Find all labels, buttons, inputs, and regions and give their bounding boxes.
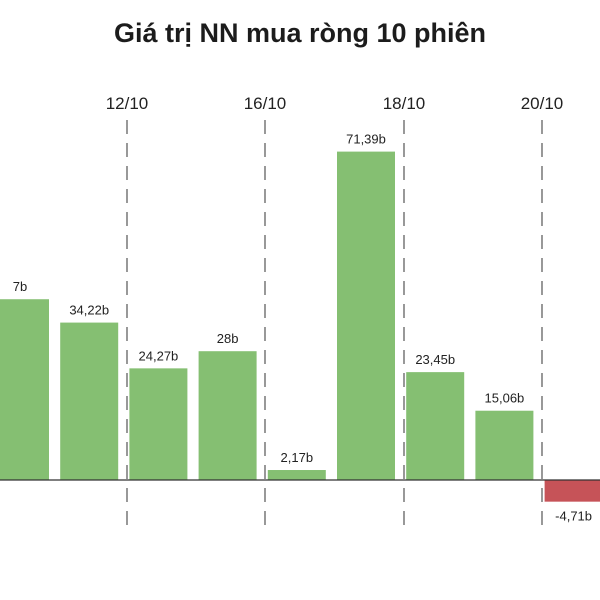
- bar: [544, 480, 600, 502]
- bar: [337, 151, 395, 480]
- bar: [60, 322, 119, 480]
- data-label: 15,06b: [485, 391, 525, 406]
- data-label: 34,22b: [69, 303, 109, 318]
- data-labels: 7b 34,22b 24,27b 28b 2,17b 71,39b 23,45b 15,06b…: [13, 132, 592, 524]
- data-label: -4,71b: [555, 509, 592, 524]
- bar: [0, 299, 49, 480]
- chart-title: Giá trị NN mua ròng 10 phiên: [113, 18, 487, 48]
- bar: [129, 368, 188, 480]
- data-label: 23,45b: [415, 352, 455, 367]
- data-label: 28b: [217, 331, 239, 346]
- x-tick-label: 12/10: [106, 94, 149, 113]
- data-label: 2,17b: [281, 450, 314, 465]
- data-label: 71,39b: [346, 132, 386, 147]
- bar: [475, 410, 534, 480]
- x-tick-label: 18/10: [383, 94, 426, 113]
- bars: [0, 151, 600, 502]
- bar: [198, 351, 257, 480]
- x-tick-label: 16/10: [244, 94, 287, 113]
- data-label: 24,27b: [139, 348, 179, 363]
- bar: [406, 372, 465, 480]
- bar: [267, 470, 326, 480]
- data-label: 7b: [13, 279, 27, 294]
- x-tick-label: 20/10: [521, 94, 564, 113]
